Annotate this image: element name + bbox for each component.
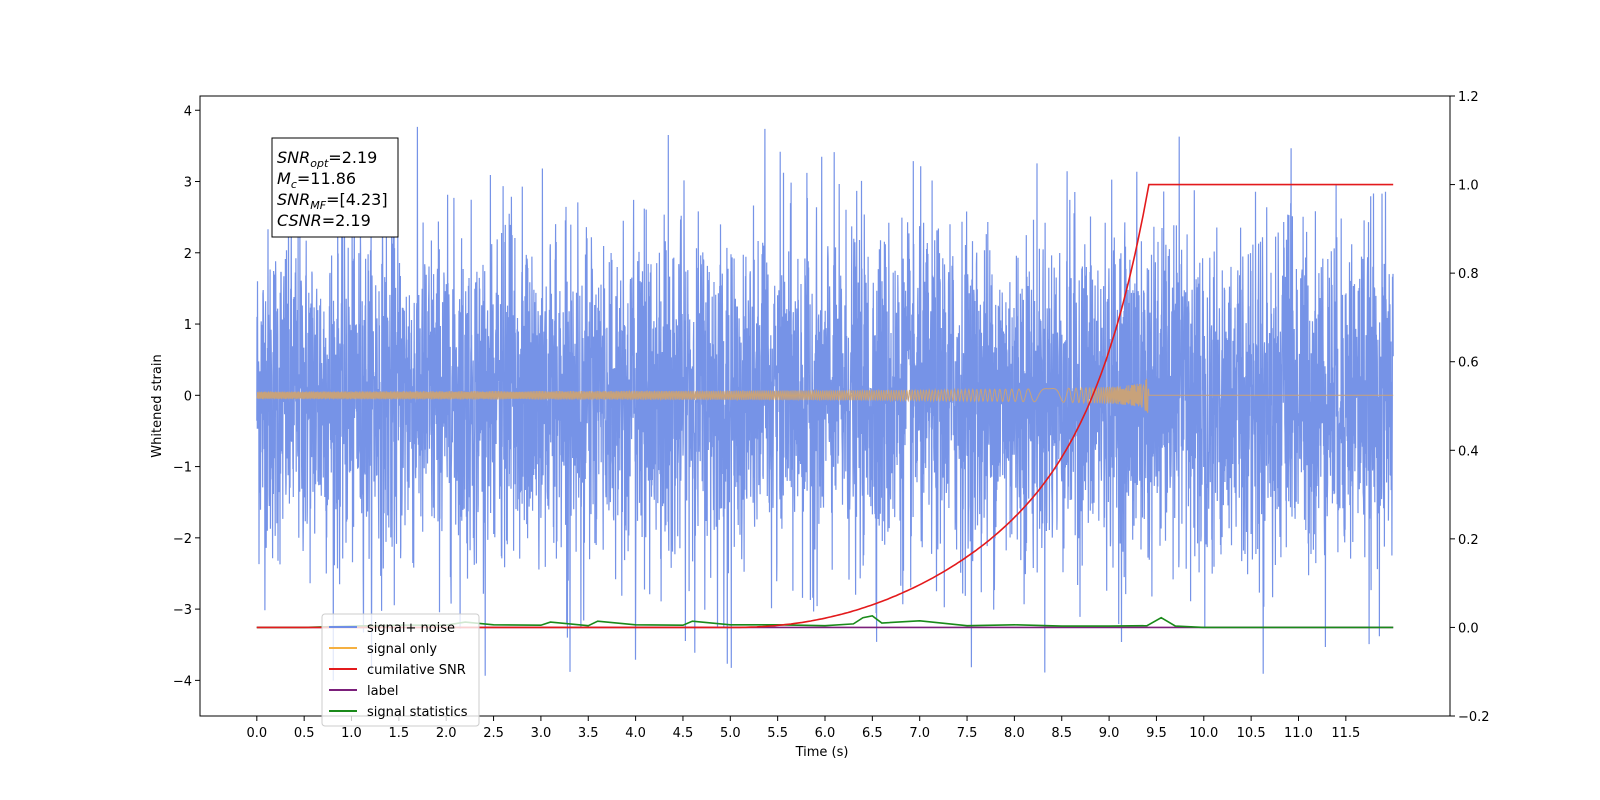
x-tick-label: 9.0 (1099, 726, 1120, 741)
y-tick-label: 2 (184, 247, 192, 262)
y-tick-label: 4 (184, 104, 192, 119)
stats-annotation-line: CSNR=2.19 (277, 211, 371, 230)
legend-label: label (367, 684, 398, 699)
x-tick-label: 7.5 (957, 726, 978, 741)
y2-tick-label: 0.0 (1458, 621, 1479, 636)
y-tick-label: 0 (184, 389, 192, 404)
x-axis-title: Time (s) (795, 745, 849, 760)
y-tick-label: −2 (173, 532, 192, 547)
x-tick-label: 0.5 (294, 726, 315, 741)
x-axis: 0.0 0.5 1.0 1.5 2.0 2.5 3.0 3.5 4.0 4.5 5.0 5.5 6.0 6… (246, 716, 1360, 741)
stats-annotation-line: SNRopt=2.19 (277, 148, 377, 170)
x-tick-label: 7.0 (909, 726, 930, 741)
legend: signal+ noise signal only cumilative SNR la… (321, 613, 480, 727)
y-axis-right: −0.2 0.0 0.2 0.4 0.6 0.8 1.0 1.2 (1450, 90, 1490, 725)
y2-tick-label: 1.2 (1458, 90, 1479, 105)
y-tick-label: −3 (173, 603, 192, 618)
y-axis-left: −4 −3 −2 −1 0 1 2 3 4 (173, 104, 200, 689)
stats-annotation-line: SNRMF=[4.23] (277, 190, 388, 212)
x-tick-label: 3.5 (578, 726, 599, 741)
x-tick-label: 8.5 (1051, 726, 1072, 741)
signal-noise-line (256, 126, 1394, 681)
y-tick-label: −1 (173, 461, 192, 476)
x-tick-label: 11.0 (1284, 726, 1313, 741)
y2-tick-label: 0.6 (1458, 356, 1479, 371)
x-tick-label: 1.5 (389, 726, 410, 741)
legend-label: signal statistics (367, 705, 468, 720)
x-tick-label: 2.5 (483, 726, 504, 741)
y-axis-title: Whitened strain (150, 354, 165, 457)
y-tick-label: 3 (184, 176, 192, 191)
x-tick-label: 10.0 (1189, 726, 1218, 741)
y-tick-label: −4 (173, 674, 192, 689)
legend-label: signal only (367, 642, 437, 657)
y2-tick-label: 1.0 (1458, 179, 1479, 194)
plot-area (256, 126, 1394, 681)
x-tick-label: 5.5 (767, 726, 788, 741)
legend-label: signal+ noise (367, 621, 455, 636)
x-tick-label: 1.0 (341, 726, 362, 741)
x-tick-label: 4.5 (673, 726, 694, 741)
x-tick-label: 8.0 (1004, 726, 1025, 741)
series-signal-only (256, 378, 1394, 413)
y2-tick-label: −0.2 (1458, 710, 1490, 725)
y2-tick-label: 0.4 (1458, 444, 1479, 459)
x-tick-label: 3.0 (531, 726, 552, 741)
legend-label: cumilative SNR (367, 663, 466, 678)
x-tick-label: 6.5 (862, 726, 883, 741)
x-tick-label: 0.0 (246, 726, 267, 741)
stats-annotation-line: Mc=11.86 (277, 169, 356, 191)
x-tick-label: 2.0 (436, 726, 457, 741)
x-tick-label: 4.0 (625, 726, 646, 741)
y-tick-label: 1 (184, 318, 192, 333)
x-tick-label: 10.5 (1237, 726, 1266, 741)
x-tick-label: 6.0 (815, 726, 836, 741)
y2-tick-label: 0.8 (1458, 267, 1479, 282)
x-tick-label: 9.5 (1146, 726, 1167, 741)
signal-only-line (256, 378, 1394, 413)
x-tick-label: 11.5 (1331, 726, 1360, 741)
y2-tick-label: 0.2 (1458, 533, 1479, 548)
series-signal-noise (256, 126, 1394, 681)
x-tick-label: 5.0 (720, 726, 741, 741)
